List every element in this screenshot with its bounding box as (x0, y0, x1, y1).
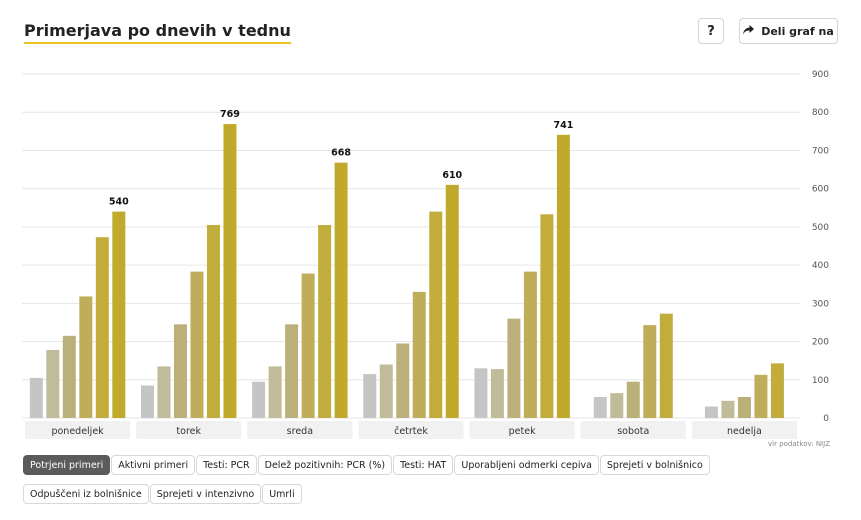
filter-chip[interactable]: Umrli (262, 484, 302, 504)
bar (445, 184, 459, 418)
bar (206, 224, 220, 418)
share-arrow-icon (743, 24, 755, 38)
bar (252, 381, 266, 418)
data-label: 741 (553, 120, 573, 131)
filter-chip[interactable]: Sprejeti v intenzivno (149, 484, 262, 504)
x-category-bg (136, 421, 242, 439)
y-tick-label: 800 (812, 108, 829, 118)
bar (318, 224, 332, 418)
x-category-bg (358, 421, 464, 439)
bar (721, 400, 735, 418)
x-tick-label: ponedeljek (51, 426, 104, 437)
bar (46, 349, 60, 418)
bar (363, 374, 377, 418)
metric-filter-bar: Potrjeni primeri Aktivni primeri Testi: PC… (23, 453, 823, 511)
bar (593, 396, 607, 418)
x-category-bg (469, 421, 575, 439)
x-category-bg (25, 421, 131, 439)
chart-title: Primerjava po dnevih v tednu (24, 21, 291, 44)
bar (770, 363, 784, 418)
x-tick-label: nedelja (727, 426, 762, 437)
bar (556, 134, 570, 419)
bar (112, 211, 126, 418)
bar (62, 335, 76, 418)
x-tick-label: torek (176, 426, 201, 437)
x-tick-label: sreda (287, 426, 313, 437)
filter-chip[interactable]: Uporabljeni odmerki cepiva (454, 455, 599, 475)
x-tick-label: četrtek (394, 426, 428, 437)
bar (754, 374, 768, 418)
y-tick-label: 400 (812, 261, 829, 271)
filter-chip[interactable]: Potrjeni primeri (23, 455, 111, 475)
bar-chart: 0 100 200 300 400 500 600 700 800 900 ponedeljek 54… (22, 70, 829, 439)
x-category-bg (580, 421, 686, 439)
y-tick-label: 200 (812, 338, 829, 348)
y-tick-label: 300 (812, 299, 829, 309)
bar (79, 296, 93, 418)
filter-chip[interactable]: Delež pozitivnih: PCR (%) (257, 455, 393, 475)
y-tick-label: 700 (812, 146, 829, 156)
filter-chip[interactable]: Testi: HAT (393, 455, 454, 475)
data-label: 540 (109, 197, 129, 208)
data-label: 769 (220, 109, 240, 120)
bar (157, 366, 171, 418)
y-tick-label: 100 (812, 376, 829, 386)
bar (643, 325, 657, 418)
data-label: 668 (331, 148, 351, 159)
bar (507, 318, 521, 418)
bar (285, 324, 299, 418)
y-tick-label: 500 (812, 223, 829, 233)
bar (523, 271, 537, 418)
x-category-bg (247, 421, 353, 439)
bar (95, 237, 109, 418)
bar (540, 214, 554, 418)
bar (610, 393, 624, 418)
bar (704, 406, 718, 418)
x-category-bg (691, 421, 797, 439)
bar (737, 396, 751, 418)
share-button[interactable]: Deli graf na (739, 18, 838, 44)
bar (412, 291, 426, 418)
filter-chip[interactable]: Odpuščeni iz bolnišnice (23, 484, 149, 504)
data-label: 610 (442, 170, 462, 181)
bar (626, 381, 640, 418)
bar (490, 369, 504, 418)
bar (140, 385, 154, 418)
bar (223, 124, 237, 419)
filter-chip[interactable]: Aktivni primeri (111, 455, 196, 475)
bar (396, 343, 410, 418)
filter-chip[interactable]: Testi: PCR (196, 455, 257, 475)
x-tick-label: petek (509, 426, 536, 437)
share-label: Deli graf na (761, 24, 834, 38)
bar (429, 211, 443, 418)
help-button[interactable]: ? (698, 18, 724, 44)
y-tick-label: 900 (812, 70, 829, 80)
source-note: vir podatkov: NIJZ (768, 440, 830, 448)
bar (190, 271, 204, 418)
bar (379, 364, 393, 418)
x-tick-label: sobota (617, 426, 649, 437)
bar (659, 313, 673, 418)
bar (334, 162, 348, 418)
bar (268, 366, 282, 418)
filter-chip[interactable]: Sprejeti v bolnišnico (599, 455, 710, 475)
y-tick-label: 600 (812, 185, 829, 195)
bar (301, 273, 315, 418)
bar (29, 377, 43, 418)
bar (474, 368, 488, 418)
bar (173, 324, 187, 418)
y-tick-label: 0 (823, 414, 829, 424)
